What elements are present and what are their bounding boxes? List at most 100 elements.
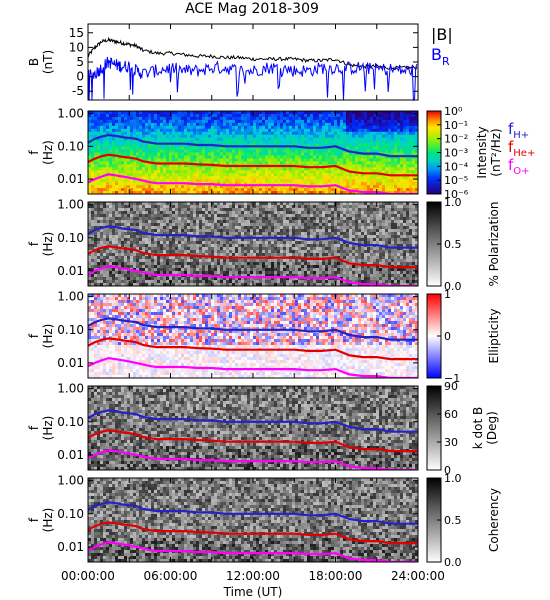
spectrogram-cell (289, 146, 293, 150)
spectrogram-cell (136, 134, 140, 139)
spectrogram-cell (244, 152, 248, 156)
spectrogram-cell (322, 158, 326, 162)
spectrogram-cell (139, 265, 143, 269)
spectrogram-cell (169, 244, 173, 248)
spectrogram-cell (199, 122, 203, 127)
spectrogram-cell (307, 128, 311, 133)
spectrogram-cell (325, 149, 329, 153)
spectrogram-cell (202, 185, 206, 189)
spectrogram-cell (415, 179, 418, 183)
spectrogram-cell (397, 113, 401, 118)
spectrogram-cell (367, 182, 371, 186)
spectrogram-cell (328, 167, 332, 171)
spectrogram-cell (358, 125, 362, 130)
spectrogram-cell (283, 188, 287, 192)
spectrogram-cell (310, 161, 314, 165)
spectrogram-cell (385, 155, 389, 159)
spectrogram-cell (184, 271, 188, 275)
spectrogram-cell (208, 262, 212, 266)
spectrogram-cell (145, 250, 149, 254)
spectrogram-cell (391, 149, 395, 153)
spectrogram-cell (232, 125, 236, 130)
spectrogram-cell (223, 277, 227, 281)
spectrogram-cell (214, 155, 218, 159)
spectrogram-cell (409, 122, 413, 127)
spectrogram-cell (91, 113, 95, 118)
spectrogram-cell (205, 277, 209, 281)
spectrogram-cell (292, 155, 296, 159)
spectrogram-cell (115, 164, 119, 168)
spectrogram-cell (277, 277, 281, 281)
spectrogram-cell (292, 188, 296, 192)
spectrogram-cell (133, 116, 137, 121)
spectrogram-cell (283, 211, 287, 215)
spectrogram-cell (253, 128, 257, 133)
spectrogram-cell (139, 235, 143, 239)
spectrogram-cell (211, 111, 215, 115)
spectrogram-cell (331, 179, 335, 183)
spectrogram-cell (232, 170, 236, 174)
spectrogram-cell (283, 241, 287, 245)
spectrogram-cell (211, 250, 215, 254)
spectrogram-cell (160, 185, 164, 189)
spectrogram-cell (394, 122, 398, 127)
spectrogram-cell (163, 185, 167, 189)
spectrogram-cell (250, 202, 254, 206)
spectrogram-cell (253, 155, 257, 159)
spectrogram-cell (271, 259, 275, 263)
spectrogram-cell (187, 265, 191, 269)
spectrogram-cell (97, 131, 101, 136)
spectrogram-cell (211, 191, 215, 194)
spectrogram-cell (394, 131, 398, 136)
spectrogram-cell (310, 164, 314, 168)
spectrogram-cell (379, 146, 383, 150)
spectrogram-cell (214, 244, 218, 248)
spectrogram-cell (124, 250, 128, 254)
spectrogram-cell (133, 122, 137, 127)
spectrogram-cell (142, 167, 146, 171)
spectrogram-cell (109, 182, 113, 186)
spectrogram-cell (133, 134, 137, 139)
spectrogram-cell (397, 161, 401, 165)
spectrogram-cell (238, 280, 242, 284)
spectrogram-cell (115, 182, 119, 186)
spectrogram-cell (160, 143, 164, 147)
spectrogram-cell (97, 283, 101, 286)
spectrogram-cell (124, 149, 128, 153)
spectrogram-cell (124, 226, 128, 230)
spectrogram-cell (229, 137, 233, 142)
spectrogram-cell (406, 131, 410, 136)
spectrogram-cell (91, 146, 95, 150)
spectrogram-cell (415, 137, 418, 142)
spectrogram-cell (352, 188, 356, 192)
spectrogram-cell (94, 113, 98, 118)
spectrogram-cell (88, 259, 92, 263)
spectrogram-cell (250, 146, 254, 150)
spectrogram-cell (280, 238, 284, 242)
spectrogram-cell (274, 179, 278, 183)
spectrogram-cell (184, 155, 188, 159)
spectrogram-cell (406, 176, 410, 180)
spectrogram-cell (184, 244, 188, 248)
spectrogram-cell (292, 182, 296, 186)
spectrogram-cell (220, 125, 224, 130)
spectrogram-cell (259, 158, 263, 162)
spectrogram-cell (226, 131, 230, 136)
spectrogram-cell (406, 146, 410, 150)
spectrogram-cell (175, 214, 179, 218)
spectrogram-cell (91, 268, 95, 272)
spectrogram-cell (172, 125, 176, 130)
spectrogram-cell (208, 134, 212, 139)
spectrogram-cell (268, 247, 272, 251)
spectrogram-cell (388, 140, 392, 144)
spectrogram-cell (256, 167, 260, 171)
spectrogram-cell (265, 111, 269, 115)
spectrogram-cell (121, 152, 125, 156)
spectrogram-cell (382, 176, 386, 180)
spectrogram-cell (154, 149, 158, 153)
spectrogram-cell (157, 185, 161, 189)
spectrogram-cell (247, 280, 251, 284)
spectrogram-cell (346, 131, 350, 136)
spectrogram-cell (340, 128, 344, 133)
spectrogram-cell (190, 250, 194, 254)
